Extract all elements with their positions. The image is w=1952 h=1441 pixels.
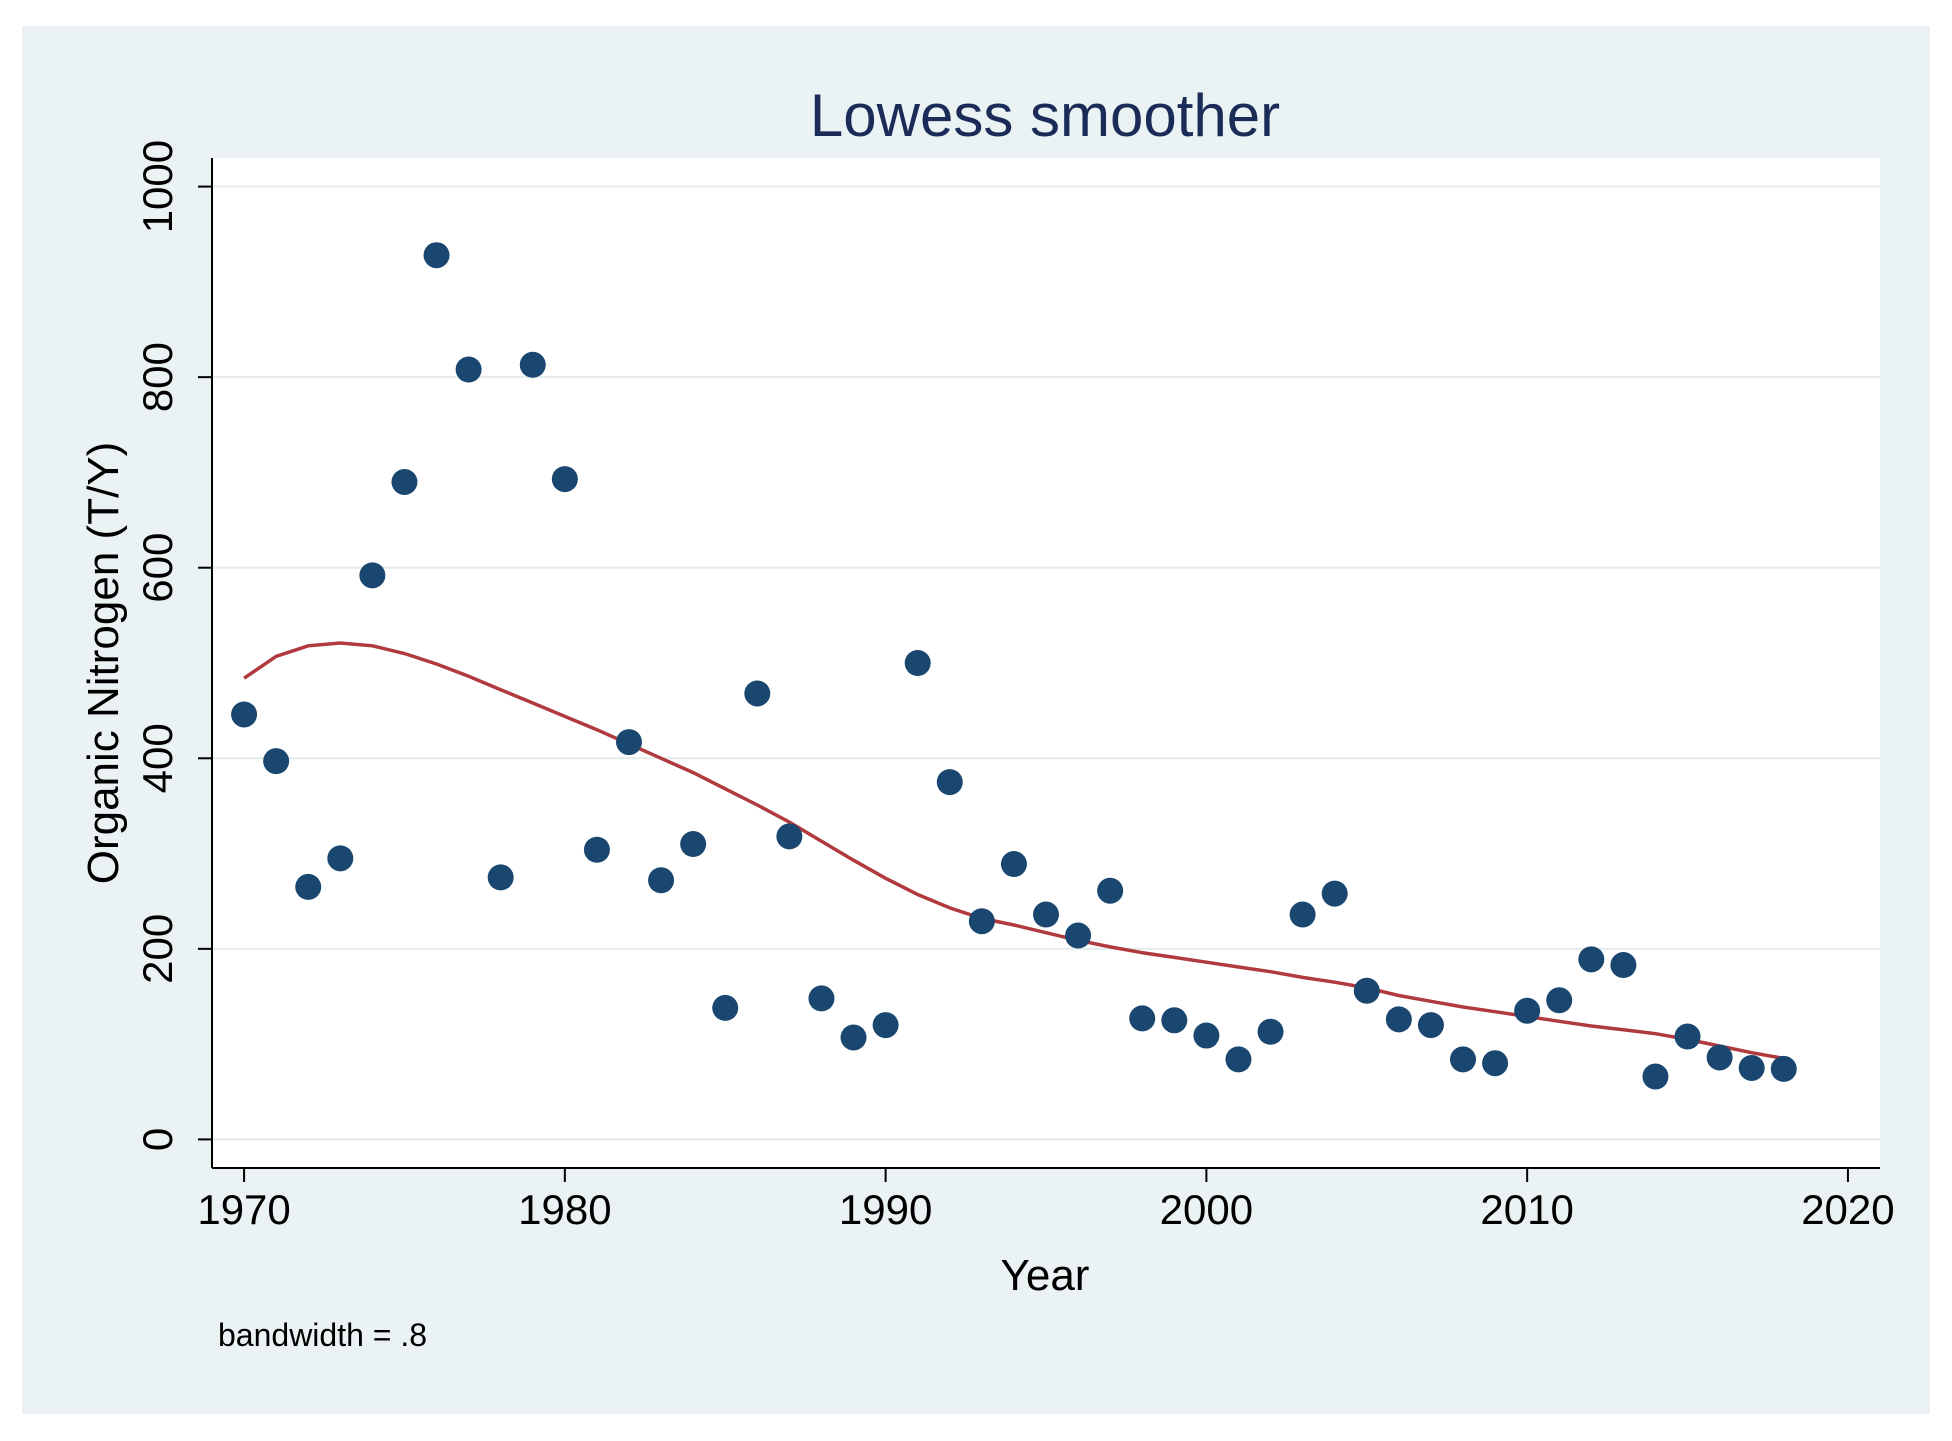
x-tick-label: 1980 xyxy=(518,1186,611,1233)
x-axis-title: Year xyxy=(1001,1251,1090,1300)
scatter-point xyxy=(1706,1044,1733,1071)
scatter-point xyxy=(1225,1046,1252,1073)
x-tick-label: 1970 xyxy=(197,1186,290,1233)
tick-labels: 0 200 400 600 800 1000 1970 1980 1990 2000 2010 202… xyxy=(134,140,1895,1233)
scatter-point xyxy=(616,729,642,756)
scatter-point xyxy=(712,994,739,1021)
scatter-point xyxy=(744,680,771,707)
scatter-point xyxy=(1097,877,1124,904)
x-tick-label: 1990 xyxy=(839,1186,932,1233)
scatter-point xyxy=(327,845,354,872)
scatter-point xyxy=(776,823,803,850)
scatter-point xyxy=(808,985,835,1012)
scatter-point xyxy=(680,831,707,858)
scatter-point xyxy=(1289,901,1316,928)
scatter-point xyxy=(391,468,418,495)
scatter-point xyxy=(263,748,290,775)
scatter-point xyxy=(551,466,578,493)
scatter-point xyxy=(872,1012,899,1039)
x-tick-label: 2010 xyxy=(1480,1186,1573,1233)
chart-title: Lowess smoother xyxy=(810,82,1280,149)
scatter-point xyxy=(583,836,610,863)
scatter-point xyxy=(1738,1054,1765,1081)
scatter-point xyxy=(1546,987,1573,1014)
scatter-point xyxy=(648,867,675,894)
scatter-point xyxy=(1257,1018,1284,1045)
axes xyxy=(198,158,1880,1182)
scatter-point xyxy=(1193,1022,1220,1049)
scatter-point xyxy=(1674,1023,1701,1050)
scatter-point xyxy=(519,351,546,378)
scatter-point xyxy=(1610,952,1637,979)
scatter-point xyxy=(904,650,931,676)
scatter-point xyxy=(1417,1012,1444,1039)
y-tick-label: 800 xyxy=(134,342,181,412)
scatter-point xyxy=(359,562,386,589)
scatter-point xyxy=(840,1024,867,1051)
scatter-point xyxy=(1353,977,1380,1004)
scatter-point xyxy=(455,356,482,383)
scatter-point xyxy=(231,701,258,728)
plot-area xyxy=(212,158,1880,1168)
scatter-point xyxy=(1161,1007,1188,1034)
scatter-point xyxy=(1578,946,1605,973)
scatter-points xyxy=(231,242,1797,1090)
scatter-point xyxy=(1129,1005,1156,1032)
scatter-point xyxy=(936,769,963,796)
scatter-point xyxy=(295,873,322,900)
y-tick-label: 400 xyxy=(134,723,181,793)
x-tick-label: 2000 xyxy=(1160,1186,1253,1233)
scatter-point xyxy=(1514,997,1541,1024)
scatter-point xyxy=(487,864,514,891)
scatter-point xyxy=(1450,1046,1476,1073)
x-tick-label: 2020 xyxy=(1801,1186,1894,1233)
bandwidth-note: bandwidth = .8 xyxy=(218,1317,427,1353)
scatter-point xyxy=(1770,1055,1797,1082)
y-tick-label: 1000 xyxy=(134,140,181,233)
y-tick-label: 600 xyxy=(134,533,181,603)
scatter-point xyxy=(968,908,995,935)
y-axis-title: Organic Nitrogen (T/Y) xyxy=(79,442,128,885)
scatter-point xyxy=(1482,1050,1509,1077)
y-tick-label: 0 xyxy=(134,1128,181,1151)
scatter-point xyxy=(1321,880,1348,907)
scatter-point xyxy=(1065,922,1092,949)
scatter-point xyxy=(1033,901,1059,928)
y-tick-label: 200 xyxy=(134,914,181,984)
scatter-point xyxy=(1000,851,1027,878)
grid-lines xyxy=(212,185,1880,1141)
scatter-point xyxy=(1385,1006,1412,1033)
scatter-point xyxy=(1642,1063,1669,1090)
scatter-point xyxy=(423,242,450,269)
